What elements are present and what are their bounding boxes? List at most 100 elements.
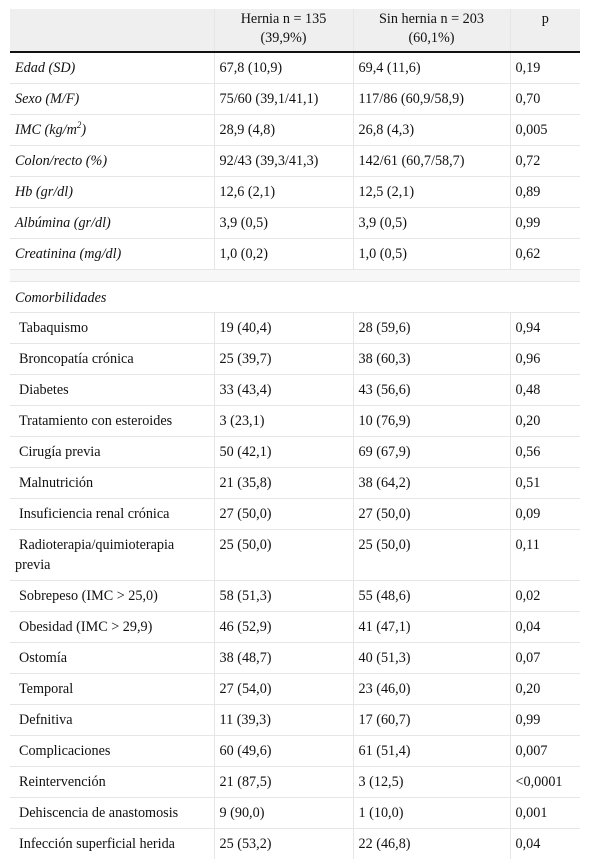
hernia-value: 75/60 (39,1/41,1) xyxy=(213,82,353,114)
p-value: 0,51 xyxy=(509,466,580,498)
table-row: Tabaquismo 19 (40,4) 28 (59,6) 0,94 xyxy=(10,311,580,343)
table-row: IMC (kg/m2) 28,9 (4,8) 26,8 (4,3) 0,005 xyxy=(10,113,580,145)
hernia-value: 25 (53,2) xyxy=(213,827,353,859)
row-label: Dehiscencia de anastomosis xyxy=(10,796,214,828)
table-body: Edad (SD) 67,8 (10,9) 69,4 (11,6) 0,19 S… xyxy=(10,51,580,859)
header-hernia: Hernia n = 135 (39,9%) xyxy=(213,9,353,52)
row-label: Insuficiencia renal crónica xyxy=(10,497,214,529)
hernia-value: 25 (39,7) xyxy=(213,342,353,374)
sin-hernia-value: 3,9 (0,5) xyxy=(352,206,510,238)
row-label: Radioterapia/quimioterapia previa xyxy=(10,528,214,580)
sin-hernia-value: 25 (50,0) xyxy=(352,528,510,580)
header-sin-hernia-line2: (60,1%) xyxy=(408,30,455,46)
p-value: 0,72 xyxy=(509,144,580,176)
p-value: 0,62 xyxy=(509,237,580,269)
spacer-cell xyxy=(10,268,580,281)
row-label: Broncopatía crónica xyxy=(10,342,214,374)
section-title: Comorbilidades xyxy=(10,280,580,312)
hernia-value: 92/43 (39,3/41,3) xyxy=(213,144,353,176)
row-label: Colon/recto (%) xyxy=(10,144,214,176)
sin-hernia-value: 117/86 (60,9/58,9) xyxy=(352,82,510,114)
row-label: Ostomía xyxy=(10,641,214,673)
p-value: 0,96 xyxy=(509,342,580,374)
sin-hernia-value: 38 (64,2) xyxy=(352,466,510,498)
row-label: Creatinina (mg/dl) xyxy=(10,237,214,269)
p-value: 0,20 xyxy=(509,404,580,436)
p-value: 0,89 xyxy=(509,175,580,207)
row-label-superscript: 2 xyxy=(76,119,82,130)
header-p: p xyxy=(509,9,580,52)
sin-hernia-value: 1 (10,0) xyxy=(352,796,510,828)
sin-hernia-value: 43 (56,6) xyxy=(352,373,510,405)
hernia-value: 11 (39,3) xyxy=(213,703,353,735)
p-value: 0,99 xyxy=(509,206,580,238)
sin-hernia-value: 22 (46,8) xyxy=(352,827,510,859)
row-label: Diabetes xyxy=(10,373,214,405)
p-value: 0,11 xyxy=(509,528,580,580)
hernia-value: 27 (54,0) xyxy=(213,672,353,704)
table-row: Albúmina (gr/dl) 3,9 (0,5) 3,9 (0,5) 0,9… xyxy=(10,206,580,238)
data-table-container: Hernia n = 135 (39,9%) Sin hernia n = 203… xyxy=(10,9,580,859)
row-label: Tabaquismo xyxy=(10,311,214,343)
hernia-value: 46 (52,9) xyxy=(213,610,353,642)
hernia-value: 19 (40,4) xyxy=(213,311,353,343)
sin-hernia-value: 55 (48,6) xyxy=(352,579,510,611)
p-value: 0,56 xyxy=(509,435,580,467)
row-label-end: ) xyxy=(81,121,87,138)
p-value: 0,02 xyxy=(509,579,580,611)
table-row: Broncopatía crónica 25 (39,7) 38 (60,3) 0,9… xyxy=(10,342,580,374)
row-label: Hb (gr/dl) xyxy=(10,175,214,207)
header-sin-hernia-line1: Sin hernia n = 203 xyxy=(379,11,484,27)
row-label: Obesidad (IMC > 29,9) xyxy=(10,610,214,642)
row-label: Malnutrición xyxy=(10,466,214,498)
hernia-value: 38 (48,7) xyxy=(213,641,353,673)
table-row: Complicaciones 60 (49,6) 61 (51,4) 0,007 xyxy=(10,734,580,766)
sin-hernia-value: 12,5 (2,1) xyxy=(352,175,510,207)
hernia-value: 9 (90,0) xyxy=(213,796,353,828)
p-value: 0,007 xyxy=(509,734,580,766)
row-label-text: IMC (kg/m xyxy=(15,121,77,138)
table-row: Ostomía 38 (48,7) 40 (51,3) 0,07 xyxy=(10,641,580,673)
table-row: Temporal 27 (54,0) 23 (46,0) 0,20 xyxy=(10,672,580,704)
table-row: Colon/recto (%) 92/43 (39,3/41,3) 142/61… xyxy=(10,144,580,176)
p-value: 0,19 xyxy=(509,51,580,83)
sin-hernia-value: 69 (67,9) xyxy=(352,435,510,467)
row-label: Albúmina (gr/dl) xyxy=(10,206,214,238)
header-hernia-line2: (39,9%) xyxy=(260,30,307,46)
table-row: Dehiscencia de anastomosis 9 (90,0) 1 (10,… xyxy=(10,796,580,828)
p-value: 0,04 xyxy=(509,827,580,859)
hernia-value: 25 (50,0) xyxy=(213,528,353,580)
p-value: <0,0001 xyxy=(509,765,580,797)
hernia-value: 58 (51,3) xyxy=(213,579,353,611)
table-row: Infección superficial herida 25 (53,2) 22 … xyxy=(10,827,580,859)
hernia-value: 67,8 (10,9) xyxy=(213,51,353,83)
sin-hernia-value: 27 (50,0) xyxy=(352,497,510,529)
p-value: 0,70 xyxy=(509,82,580,114)
hernia-value: 21 (35,8) xyxy=(213,466,353,498)
sin-hernia-value: 1,0 (0,5) xyxy=(352,237,510,269)
row-label: Infección superficial herida xyxy=(10,827,214,859)
row-label: Defnitiva xyxy=(10,703,214,735)
hernia-value: 27 (50,0) xyxy=(213,497,353,529)
hernia-value: 28,9 (4,8) xyxy=(213,113,353,145)
table-row: Sexo (M/F) 75/60 (39,1/41,1) 117/86 (60,… xyxy=(10,82,580,114)
hernia-value: 21 (87,5) xyxy=(213,765,353,797)
table-row: Malnutrición 21 (35,8) 38 (64,2) 0,51 xyxy=(10,466,580,498)
table-row: Insuficiencia renal crónica 27 (50,0) 27 (… xyxy=(10,497,580,529)
sin-hernia-value: 10 (76,9) xyxy=(352,404,510,436)
table-row: Radioterapia/quimioterapia previa 25 (50,0… xyxy=(10,528,580,580)
table-header: Hernia n = 135 (39,9%) Sin hernia n = 203… xyxy=(10,9,580,52)
hernia-value: 33 (43,4) xyxy=(213,373,353,405)
hernia-value: 60 (49,6) xyxy=(213,734,353,766)
sin-hernia-value: 3 (12,5) xyxy=(352,765,510,797)
header-label-cell xyxy=(10,9,214,52)
table-row: Edad (SD) 67,8 (10,9) 69,4 (11,6) 0,19 xyxy=(10,51,580,83)
table-row: Sobrepeso (IMC > 25,0) 58 (51,3) 55 (48,6)… xyxy=(10,579,580,611)
hernia-value: 3,9 (0,5) xyxy=(213,206,353,238)
hernia-value: 12,6 (2,1) xyxy=(213,175,353,207)
sin-hernia-value: 17 (60,7) xyxy=(352,703,510,735)
p-value: 0,94 xyxy=(509,311,580,343)
sin-hernia-value: 40 (51,3) xyxy=(352,641,510,673)
sin-hernia-value: 28 (59,6) xyxy=(352,311,510,343)
table-row: Reintervención 21 (87,5) 3 (12,5) <0,0001 xyxy=(10,765,580,797)
